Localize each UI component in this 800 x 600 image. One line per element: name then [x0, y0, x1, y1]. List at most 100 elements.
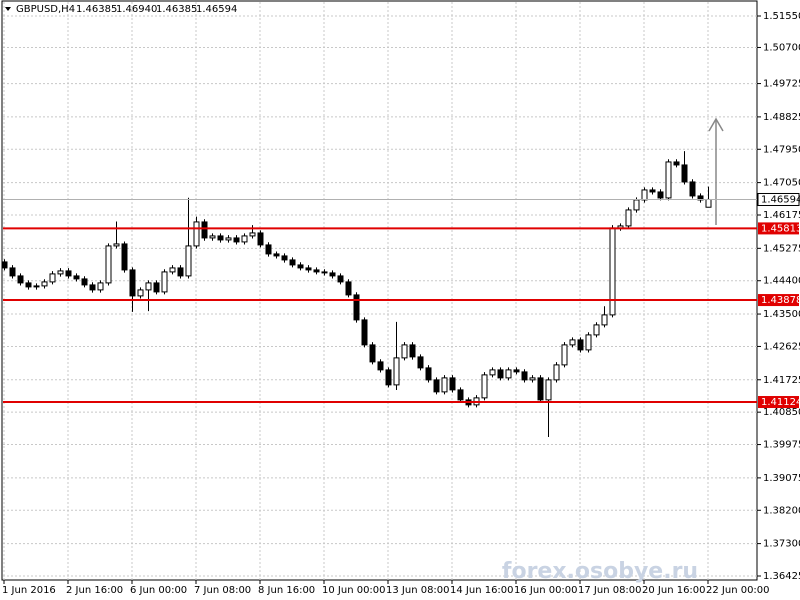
arrow-head: [708, 117, 724, 132]
candle-body: [81, 278, 88, 286]
candle-body: [641, 189, 648, 201]
y-tick-label: 1.48825: [763, 112, 800, 123]
candle-body: [409, 344, 416, 358]
candle-body: [673, 161, 680, 166]
candle-body: [449, 377, 456, 391]
y-tick-label: 1.42625: [763, 341, 800, 352]
x-tick-label: 8 Jun 16:00: [258, 585, 315, 596]
low-label: 1.46385: [156, 4, 197, 15]
y-tick-label: 1.49725: [763, 79, 800, 90]
candle-body: [273, 253, 280, 257]
x-tick-label: 20 Jun 16:00: [642, 585, 706, 596]
high-label: 1.46940: [116, 4, 157, 15]
level-label: 1.41124: [761, 397, 800, 408]
x-tick-label: 6 Jun 00:00: [130, 585, 187, 596]
candle-body: [289, 259, 296, 266]
candle-body: [249, 232, 256, 237]
candle-body: [161, 271, 168, 293]
candle-body: [41, 281, 48, 287]
candle-body: [337, 275, 344, 283]
candle-body: [209, 235, 216, 239]
candle-body: [369, 344, 376, 363]
candle-body: [649, 189, 656, 193]
candle-body: [1, 261, 8, 269]
candle-body: [401, 344, 408, 359]
candle-body: [105, 245, 112, 284]
candle-body: [17, 275, 24, 284]
candle-body: [121, 243, 128, 271]
candle-body: [417, 356, 424, 369]
candle-body: [481, 374, 488, 399]
candle-body: [169, 267, 176, 273]
candle-body: [225, 237, 232, 241]
candle-body: [521, 371, 528, 381]
candle-body: [9, 267, 16, 277]
candle-body: [329, 272, 336, 277]
level-box: [758, 222, 799, 235]
candle-body: [185, 245, 192, 277]
open-label: 1.46385: [76, 4, 117, 15]
y-tick-label: 1.45275: [763, 243, 800, 254]
candle-body: [73, 275, 80, 280]
y-tick-label: 1.38200: [763, 505, 800, 516]
level-box: [758, 396, 799, 409]
y-tick-label: 1.46175: [763, 210, 800, 221]
candle-body: [585, 334, 592, 351]
candle-body: [265, 244, 272, 255]
candle-body: [513, 369, 520, 373]
candle-body: [665, 161, 672, 199]
candle-body: [425, 367, 432, 381]
candle-body: [313, 269, 320, 273]
candle-body: [257, 232, 264, 246]
candle-body: [345, 281, 352, 296]
candle-body: [129, 269, 136, 297]
candle-body: [529, 377, 536, 381]
candle-body: [393, 357, 400, 386]
y-tick-label: 1.39975: [763, 440, 800, 451]
candle-body: [49, 273, 56, 283]
candle-body: [97, 282, 104, 291]
y-tick-label: 1.50700: [763, 42, 800, 53]
candle-body: [193, 221, 200, 247]
candle-body: [25, 282, 32, 288]
candle-body: [433, 379, 440, 393]
level-label: 1.43878: [761, 295, 800, 306]
current-price-label: 1.46594: [761, 194, 800, 205]
candle-body: [281, 255, 288, 261]
candle-body: [217, 235, 224, 241]
level-box: [758, 294, 799, 307]
candle-body: [89, 284, 96, 291]
candle-body: [137, 289, 144, 297]
candle-body: [297, 264, 304, 269]
candle-body: [553, 364, 560, 381]
candle-body: [505, 369, 512, 379]
candle-body: [385, 369, 392, 386]
candle-body: [601, 314, 608, 326]
y-tick-label: 1.43500: [763, 309, 800, 320]
candle-body: [497, 369, 504, 379]
candle-body: [561, 344, 568, 366]
x-tick-label: 2 Jun 16:00: [66, 585, 123, 596]
candle-body: [177, 267, 184, 277]
y-tick-label: 1.39075: [763, 473, 800, 484]
candle-body: [33, 285, 40, 288]
x-tick-label: 13 Jun 08:00: [386, 585, 450, 596]
plot-frame: [1, 0, 758, 581]
overlays: 1.46594 1.45813 1.43878 1.41124: [3, 192, 800, 409]
level-label: 1.45813: [761, 223, 800, 234]
candle-body: [625, 209, 632, 227]
candle-body: [65, 270, 72, 277]
candle-body: [57, 270, 64, 275]
candle-body: [633, 199, 640, 211]
candle-body: [441, 377, 448, 393]
y-tick-label: 1.47050: [763, 178, 800, 189]
x-tick-label: 10 Jun 00:00: [322, 585, 386, 596]
candle-body: [705, 198, 712, 208]
candle-body: [233, 237, 240, 243]
candle-body: [681, 164, 688, 183]
x-tick-label: 17 Jun 08:00: [578, 585, 642, 596]
y-tick-label: 1.40850: [763, 407, 800, 418]
close-label: 1.46594: [196, 4, 237, 15]
